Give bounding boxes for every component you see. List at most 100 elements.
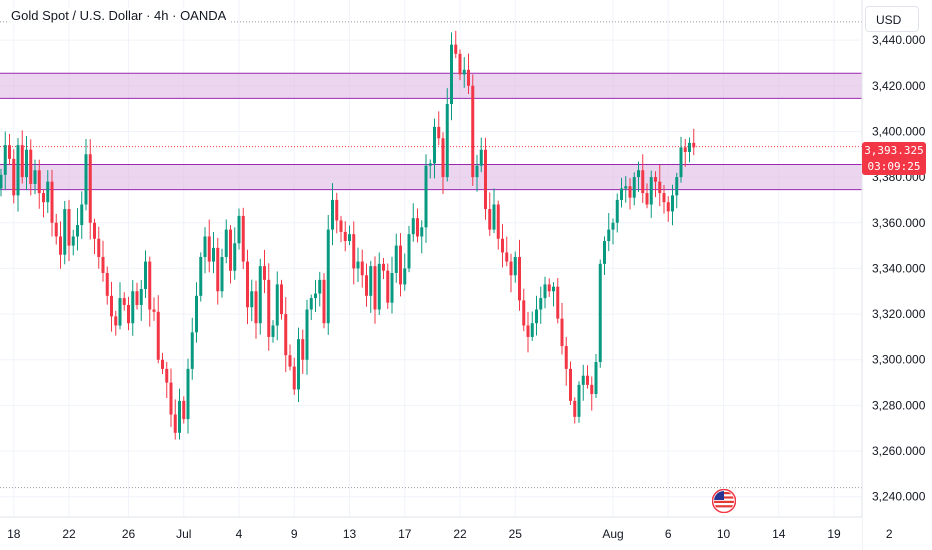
candle-up [139, 280, 143, 321]
candle-down [547, 278, 551, 297]
candle-down [467, 53, 470, 94]
candle-down [105, 266, 109, 305]
candle-down [97, 226, 101, 269]
candle-body [203, 236, 207, 258]
candle-up [84, 138, 88, 211]
candle-down [114, 310, 118, 336]
candle-up [539, 286, 543, 324]
candle-body [369, 266, 373, 296]
time-tick-label: 26 [122, 527, 136, 541]
candle-down [241, 207, 245, 270]
candle-up [433, 118, 436, 179]
candle-body [416, 218, 419, 237]
candle-up [632, 172, 636, 206]
candle-down [386, 263, 390, 309]
time-axis-background [0, 517, 862, 550]
candle-body [80, 204, 84, 226]
candle-body [611, 222, 615, 230]
candle-up [33, 159, 37, 195]
candle-up [543, 276, 547, 309]
candle-down [662, 185, 666, 214]
candle-body [250, 291, 254, 308]
countdown-label: 03:09:25 [862, 159, 926, 175]
candle-down [441, 132, 445, 194]
candle-body [224, 229, 228, 258]
candle-up [305, 299, 309, 375]
price-tick-label: 3,240.000 [872, 490, 926, 504]
candle-up [535, 295, 538, 336]
candle-down [505, 236, 509, 267]
candle-body [547, 284, 551, 292]
candle-up [331, 183, 334, 246]
time-tick-label: 19 [827, 527, 841, 541]
candle-body [297, 339, 300, 390]
candle-body [220, 257, 224, 292]
candle-body [637, 170, 640, 178]
candle-body [16, 145, 20, 196]
candle-body [233, 243, 237, 271]
candle-up [118, 282, 122, 330]
candle-body [33, 170, 37, 184]
candle-up [607, 213, 611, 252]
candle-body [127, 304, 130, 324]
candle-down [67, 199, 71, 262]
candle-body [186, 368, 190, 420]
candle-body [59, 236, 62, 255]
candle-up [407, 225, 411, 273]
candle-up [637, 161, 640, 192]
price-tick-label: 3,400.000 [872, 124, 926, 138]
candle-up [318, 271, 322, 307]
us-flag-icon[interactable] [711, 488, 737, 514]
candle-body [530, 323, 534, 337]
candle-body [428, 163, 432, 166]
candle-body [190, 332, 194, 369]
candle-down [484, 137, 487, 220]
candle-down [522, 288, 526, 332]
candle-body [76, 225, 79, 237]
candle-body [110, 295, 113, 317]
candle-body [105, 272, 109, 296]
candle-body [433, 126, 436, 164]
candle-body [607, 229, 611, 242]
candle-up [411, 203, 415, 242]
time-tick-label: 14 [772, 527, 786, 541]
candle-body [675, 177, 679, 196]
currency-button[interactable]: USD [865, 6, 919, 32]
candle-down [658, 164, 662, 207]
candle-body [50, 181, 54, 223]
candle-body [360, 261, 364, 276]
candle-body [641, 170, 645, 194]
candle-down [645, 183, 649, 209]
time-tick-label: 13 [343, 527, 357, 541]
candle-body [471, 85, 475, 178]
candle-body [615, 199, 619, 223]
candle-body [666, 202, 670, 212]
candle-body [564, 346, 568, 369]
candle-body [539, 298, 543, 310]
candle-body [237, 215, 241, 244]
candle-body [301, 339, 305, 360]
candle-body [275, 284, 279, 326]
candle-body [42, 193, 45, 203]
candle-up [309, 294, 313, 321]
candle-body [284, 314, 288, 356]
candle-body [139, 288, 143, 305]
candle-body [309, 298, 313, 310]
time-tick-label: 25 [509, 527, 523, 541]
candle-up [688, 137, 691, 163]
candle-up [369, 260, 373, 313]
candle-up [377, 252, 381, 315]
candle-up [63, 200, 67, 265]
candle-body [620, 188, 623, 200]
candle-body [258, 266, 262, 324]
candle-body [535, 309, 538, 324]
candle-down [37, 159, 41, 209]
candle-body [632, 177, 636, 198]
candle-up [233, 227, 237, 280]
candle-down [352, 221, 356, 285]
candle-up [203, 227, 207, 274]
candle-body [479, 149, 483, 166]
candle-body [441, 138, 445, 178]
price-tick-label: 3,360.000 [872, 216, 926, 230]
